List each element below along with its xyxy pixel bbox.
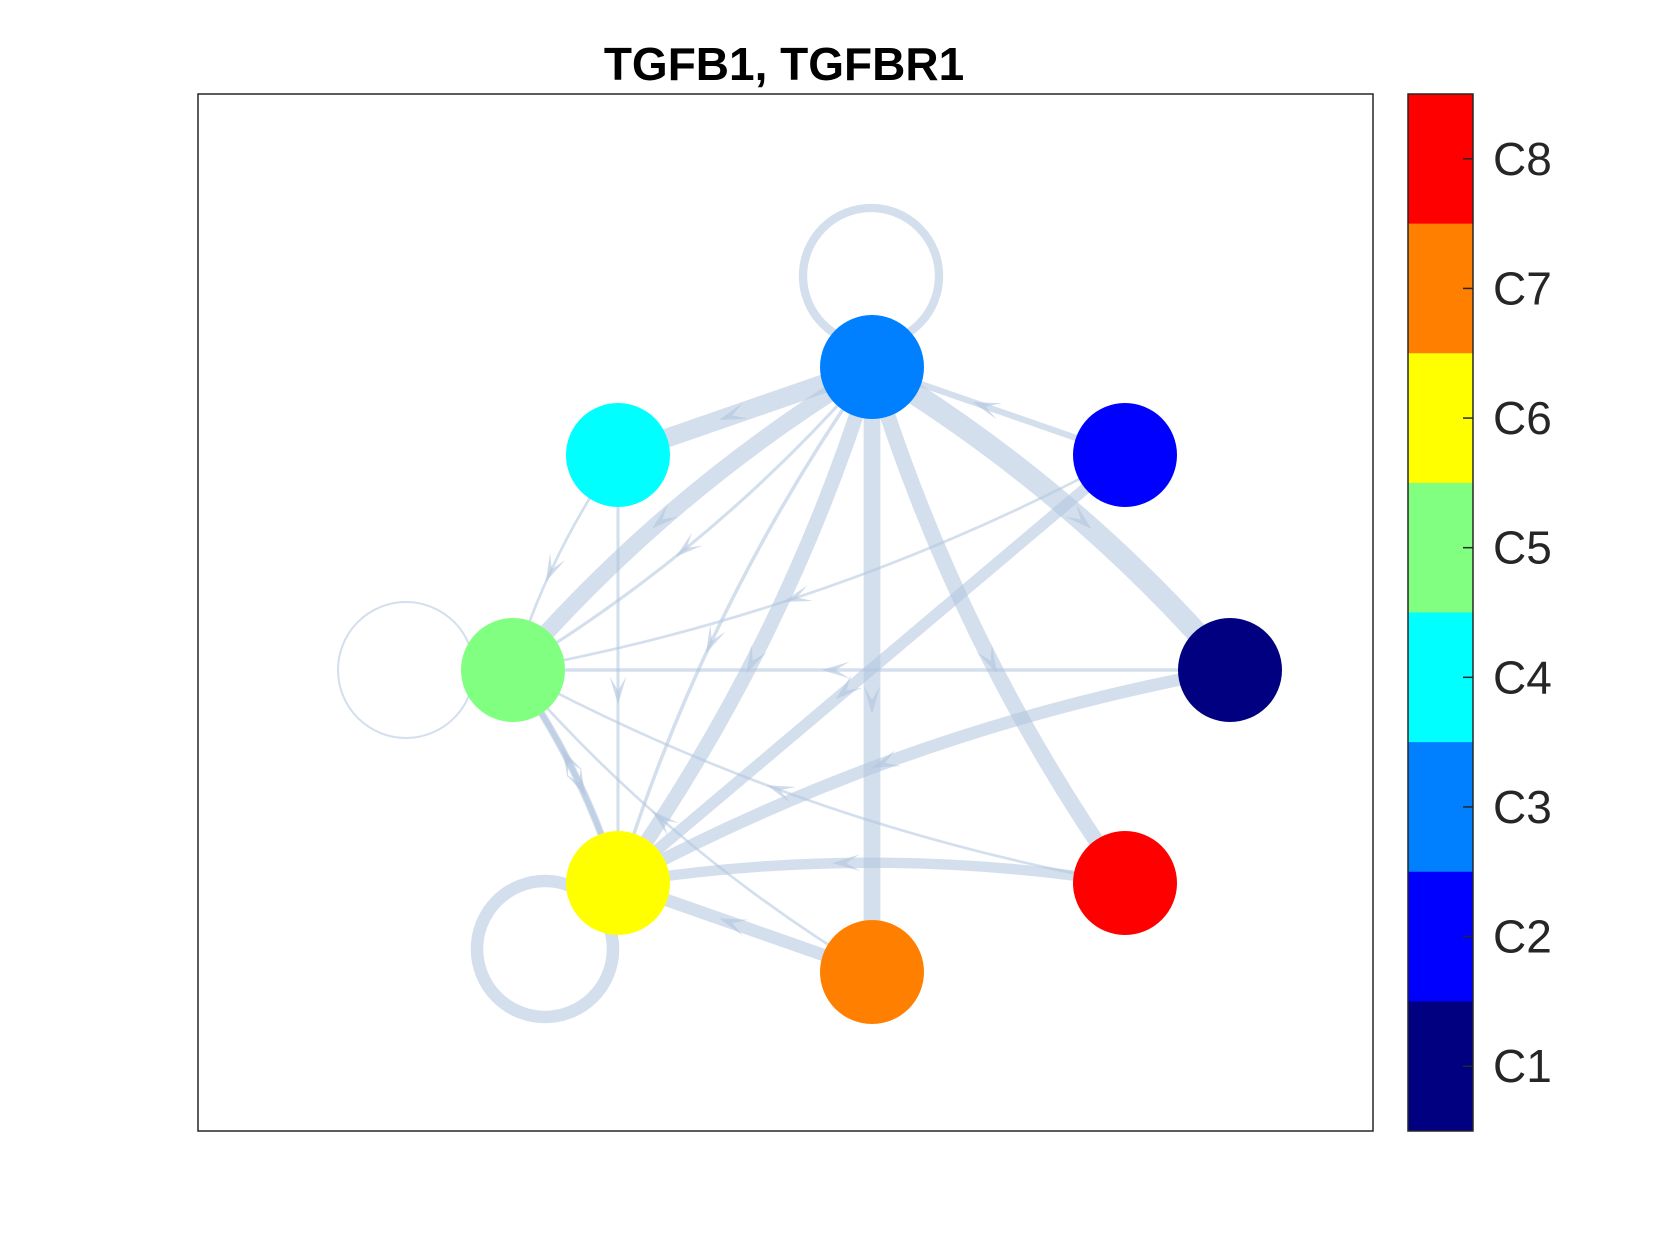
colorbar-label-C3: C3 xyxy=(1493,781,1552,833)
edge-C3-C6 xyxy=(616,365,874,884)
colorbar-segment-C3 xyxy=(1408,742,1473,873)
edge-arrowhead xyxy=(705,624,726,654)
node-C8 xyxy=(1073,831,1177,935)
colorbar-segment-C5 xyxy=(1408,482,1473,613)
edge-arrowhead xyxy=(651,503,679,529)
colorbar-segment-C2 xyxy=(1408,871,1473,1002)
colorbar-label-C5: C5 xyxy=(1493,522,1552,574)
chart-title: TGFB1, TGFBR1 xyxy=(604,38,964,90)
colorbar-label-C6: C6 xyxy=(1493,392,1552,444)
edge-arrowhead xyxy=(746,644,767,674)
colorbar-segment-C1 xyxy=(1408,1001,1473,1132)
edge-arrowhead xyxy=(766,785,796,803)
node-C2 xyxy=(1073,403,1177,507)
nodes-layer xyxy=(461,315,1282,1024)
colorbar-label-C8: C8 xyxy=(1493,133,1552,185)
edge-arrowhead xyxy=(783,585,813,602)
edge-arrowhead xyxy=(821,661,850,679)
edge-arrowhead xyxy=(545,552,566,582)
colorbar-label-C7: C7 xyxy=(1493,262,1552,314)
colorbar-segment-C8 xyxy=(1408,94,1473,225)
edge-C8-C6 xyxy=(617,857,1126,889)
edge-arrowhead xyxy=(565,766,586,796)
node-C3 xyxy=(820,315,924,419)
edge-arrowhead xyxy=(832,854,861,872)
edge-C2-C5 xyxy=(512,453,1126,672)
colorbar: C8 C7 C6 C5 C4 C3 C2 C1 xyxy=(1407,93,1552,1132)
colorbar-label-C4: C4 xyxy=(1493,651,1552,703)
edge-C8-C5 xyxy=(512,668,1126,885)
edge-arrowhead xyxy=(652,810,679,836)
node-C4 xyxy=(566,403,670,507)
node-C5 xyxy=(461,618,565,722)
edge-arrowhead xyxy=(863,685,881,714)
edge-arrowhead xyxy=(976,644,998,674)
node-C6 xyxy=(566,831,670,935)
colorbar-segment-C6 xyxy=(1408,353,1473,484)
edge-arrowhead xyxy=(719,918,749,936)
node-C7 xyxy=(820,920,924,1024)
edge-C3-C5 xyxy=(512,365,874,672)
plot-frame xyxy=(197,93,1374,1132)
node-C1 xyxy=(1178,618,1282,722)
colorbar-label-C2: C2 xyxy=(1493,911,1552,963)
colorbar-frame xyxy=(1407,93,1474,1132)
edge-C3-C6 xyxy=(612,364,880,888)
edge-arrowhead xyxy=(972,402,1002,420)
edge-arrowhead xyxy=(1064,503,1092,529)
edge-arrowhead xyxy=(719,402,749,420)
edge-arrowhead xyxy=(835,674,863,700)
edge-C3-C8 xyxy=(864,364,1132,888)
colorbar-label-C1: C1 xyxy=(1493,1040,1552,1092)
colorbar-segment-C7 xyxy=(1408,223,1473,354)
edge-arrowhead xyxy=(609,676,627,705)
edge-C6-C6 xyxy=(470,874,620,1024)
edge-arrowhead xyxy=(675,532,703,557)
edge-arrowhead xyxy=(871,750,901,768)
edge-C3-C5 xyxy=(506,359,877,676)
edge-C7-C5 xyxy=(511,669,873,974)
colorbar-segment-C4 xyxy=(1408,612,1473,743)
edge-C1-C6 xyxy=(615,663,1232,889)
